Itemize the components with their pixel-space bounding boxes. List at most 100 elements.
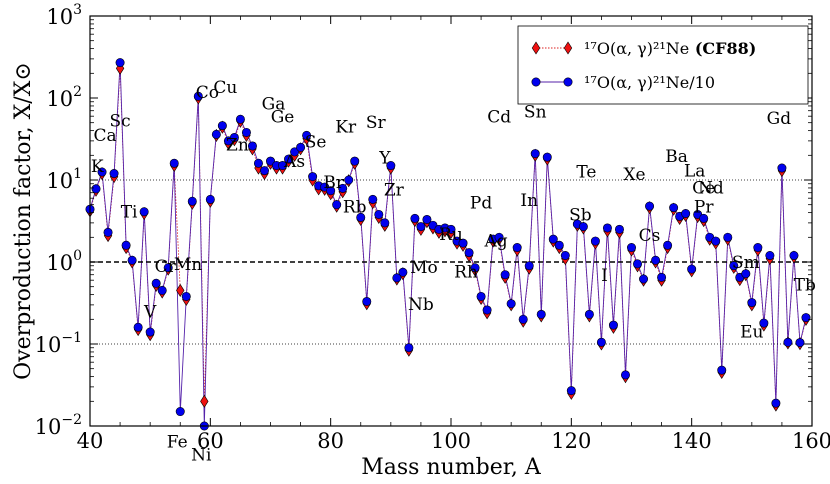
- element-label-ca: Ca: [93, 126, 116, 146]
- x-tick-label: 80: [317, 429, 344, 453]
- element-label-rb: Rb: [343, 198, 367, 218]
- cf88-point: [176, 283, 185, 297]
- div10-point: [578, 222, 588, 232]
- element-label-sn: Sn: [524, 102, 547, 122]
- div10-point: [639, 274, 649, 284]
- legend-marker-circle: [531, 77, 541, 87]
- x-tick-label: 100: [431, 429, 471, 453]
- element-label-co: Co: [196, 83, 219, 103]
- div10-point: [789, 251, 799, 261]
- element-label-ti: Ti: [121, 202, 138, 222]
- div10-point: [296, 142, 306, 152]
- element-label-ga: Ga: [262, 95, 286, 115]
- div10-point: [422, 214, 432, 224]
- div10-point: [302, 130, 312, 140]
- div10-point: [259, 166, 269, 176]
- div10-point: [560, 251, 570, 261]
- div10-point: [151, 278, 161, 288]
- div10-point: [350, 156, 360, 166]
- div10-point: [253, 158, 263, 168]
- div10-point: [127, 255, 137, 265]
- div10-point: [458, 238, 468, 248]
- x-tick-label: 140: [672, 429, 712, 453]
- element-label-zr: Zr: [384, 180, 405, 200]
- div10-point: [265, 156, 275, 166]
- series-markers: [85, 58, 811, 431]
- div10-point: [362, 296, 372, 306]
- element-label-ru: Ru: [439, 225, 463, 245]
- div10-point: [404, 343, 414, 353]
- element-label-br: Br: [323, 173, 344, 193]
- div10-point: [765, 251, 775, 261]
- element-label-fe: Fe: [167, 432, 188, 452]
- div10-point: [524, 261, 534, 271]
- element-label-ba: Ba: [665, 147, 688, 167]
- element-label-la: La: [684, 162, 705, 182]
- legend: ¹⁷O(α, γ)²¹Ne (CF88) ¹⁷O(α, γ)²¹Ne/10: [517, 25, 809, 105]
- div10-point: [500, 270, 510, 280]
- div10-point: [145, 327, 155, 337]
- y-tick-label: 101: [46, 166, 82, 193]
- div10-point: [380, 218, 390, 228]
- x-tick-label: 160: [792, 429, 830, 453]
- div10-point: [308, 172, 318, 182]
- div10-point: [187, 196, 197, 206]
- div10-point: [133, 322, 143, 332]
- element-label-gd: Gd: [767, 109, 792, 129]
- element-label-ge: Ge: [271, 108, 295, 128]
- div10-point: [290, 147, 300, 157]
- div10-point: [139, 207, 149, 217]
- div10-point: [699, 213, 709, 223]
- div10-point: [103, 227, 113, 237]
- legend-label-0: ¹⁷O(α, γ)²¹Ne (CF88): [584, 39, 756, 58]
- legend-box: [517, 25, 809, 105]
- div10-point: [651, 255, 661, 265]
- div10-point: [614, 224, 624, 234]
- y-tick-label: 10−2: [35, 412, 82, 439]
- element-label-cs: Cs: [639, 226, 661, 246]
- div10-point: [482, 305, 492, 315]
- div10-point: [542, 152, 552, 162]
- element-label-nb: Nb: [408, 295, 434, 315]
- axes: 40 60 80 100 120 140 160 10−2 10−1 100 101 102 103 Ma…: [11, 2, 830, 480]
- div10-point: [687, 264, 697, 274]
- y-tick-label: 100: [46, 248, 82, 275]
- div10-point: [801, 313, 811, 323]
- legend-marker-circle: [563, 77, 573, 87]
- div10-point: [193, 91, 203, 101]
- div10-point: [729, 261, 739, 271]
- div10-point: [356, 212, 366, 222]
- div10-point: [247, 141, 257, 151]
- div10-point: [566, 386, 576, 396]
- x-tick-label: 120: [551, 429, 591, 453]
- div10-point: [518, 314, 528, 324]
- div10-point: [97, 167, 107, 177]
- div10-point: [278, 161, 288, 171]
- element-label-k: K: [91, 157, 104, 177]
- y-axis-title: Overproduction factor, X/X⊙: [11, 62, 36, 380]
- y-tick-label: 102: [46, 84, 82, 111]
- element-label-pr: Pr: [694, 198, 714, 218]
- div10-point: [332, 200, 342, 210]
- div10-point: [506, 299, 516, 309]
- element-label-cr: Cr: [155, 257, 177, 277]
- div10-point: [620, 370, 630, 380]
- div10-point: [795, 338, 805, 348]
- x-tick-label: 60: [197, 429, 224, 453]
- div10-point: [235, 114, 245, 124]
- div10-point: [446, 224, 456, 234]
- div10-point: [753, 243, 763, 253]
- div10-point: [663, 240, 673, 250]
- x-tick-label: 40: [77, 429, 104, 453]
- div10-point: [181, 291, 191, 301]
- div10-point: [711, 236, 721, 246]
- div10-point: [548, 234, 558, 244]
- div10-point: [229, 132, 239, 142]
- div10-point: [759, 318, 769, 328]
- element-label-v: V: [143, 303, 157, 323]
- element-label-sb: Sb: [569, 206, 592, 226]
- element-label-te: Te: [576, 162, 596, 182]
- div10-point: [530, 149, 540, 159]
